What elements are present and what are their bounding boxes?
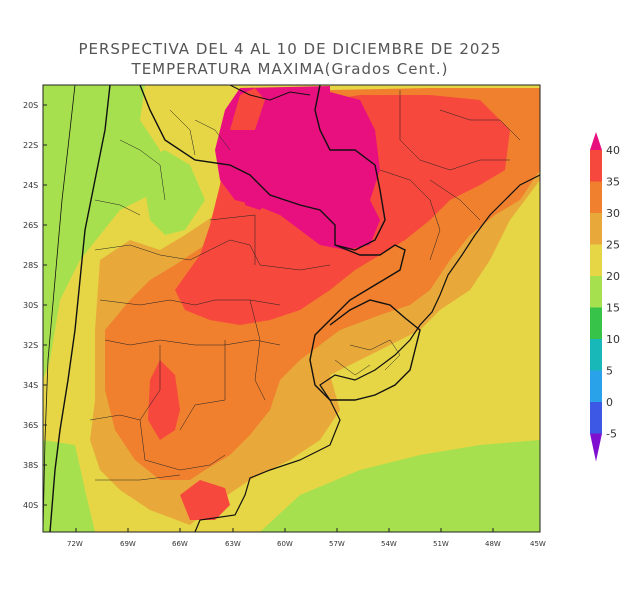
lon-label: 69W [120,540,136,548]
internal-borders [89,90,521,481]
field-35-40-pocket [230,88,265,130]
uruguay-border [309,244,421,401]
colorbar-segment [590,150,602,182]
map-title-line2: TEMPERATURA MAXIMA(Grados Cent.) [131,60,449,78]
colorbar-segment [590,402,602,434]
lat-label: 36S [23,421,38,430]
lon-axis: 72W 69W 66W 63W 60W 57W 54W 51W 48W 45W [67,528,546,548]
chile-coast [43,85,76,532]
temperature-field [43,85,540,532]
coastline [194,174,540,532]
map-frame [42,84,541,533]
colorbar-label: 20 [606,270,620,283]
colorbar-segment [590,339,602,371]
lon-label: 66W [172,540,188,548]
colorbar-top-arrow [590,132,602,150]
colorbar-label: 40 [606,144,620,157]
lat-label: 22S [23,141,38,150]
colorbar-label: 10 [606,333,620,346]
colorbar-segment [590,276,602,308]
colorbar-segment [590,244,602,276]
field-40-small [245,180,275,210]
colorbar-bottom-arrow [590,433,602,462]
field-15-20-southeast [260,440,540,532]
lat-label: 26S [23,221,38,230]
chile-border [49,85,111,532]
colorbar-label: -5 [606,428,617,441]
lon-label: 63W [225,540,241,548]
colorbar-label: 35 [606,176,620,189]
colorbar-label: 5 [606,365,613,378]
field-15-20-west [43,85,160,380]
colorbar-label: 0 [606,396,613,409]
lat-label: 34S [23,381,38,390]
bolivia-border [229,85,311,101]
lon-label: 57W [329,540,345,548]
lat-label: 20S [23,101,38,110]
colorbar-label: 30 [606,207,620,220]
colorbar-segment [590,370,602,402]
lat-label: 24S [23,181,38,190]
lat-label: 30S [23,301,38,310]
borders [43,85,540,532]
colorbar-segment [590,213,602,245]
lat-label: 40S [23,501,38,510]
field-15-20-andes [140,150,205,235]
colorbar: 40 35 30 25 20 15 10 5 0 -5 [590,132,620,462]
colorbar-segment [590,307,602,339]
colorbar-label: 15 [606,302,620,315]
lon-label: 48W [485,540,501,548]
lon-label: 60W [277,540,293,548]
colorbar-label: 25 [606,239,620,252]
lon-label: 54W [381,540,397,548]
lat-label: 28S [23,261,38,270]
lon-label: 45W [530,540,546,548]
lat-axis: 20S 22S 24S 26S 28S 30S 32S 34S 36S 38S … [23,101,47,510]
field-35-40-cuyo [148,360,180,440]
field-35-40-patagonia [180,480,230,520]
map-title-line1: PERSPECTIVA DEL 4 AL 10 DE DICIEMBRE DE … [78,40,502,58]
colorbar-segment [590,181,602,213]
lon-label: 51W [433,540,449,548]
lat-label: 38S [23,461,38,470]
lat-label: 32S [23,341,38,350]
lon-label: 72W [67,540,83,548]
field-40-plus [215,86,380,250]
